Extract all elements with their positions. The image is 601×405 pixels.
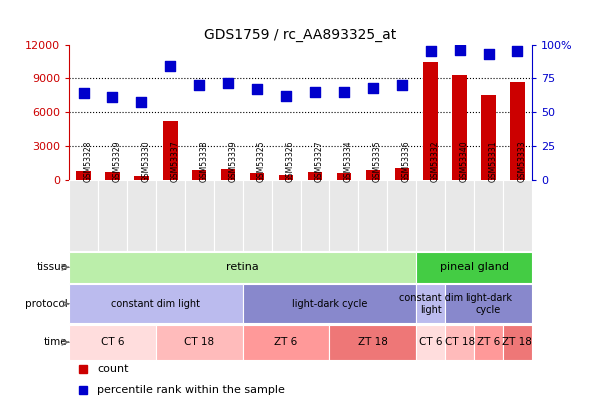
Text: GSM53329: GSM53329 [112,141,121,182]
Bar [416,252,532,283]
Text: tissue: tissue [37,262,68,272]
Bar [69,180,98,251]
Point [455,47,465,53]
Bar [474,180,503,251]
Point [136,98,146,105]
Point [426,48,436,55]
Bar [69,325,156,360]
Bar [445,325,474,360]
Point [195,82,204,89]
Text: GSM53331: GSM53331 [489,141,498,182]
Point [108,94,117,101]
Bar [76,171,91,180]
Bar [243,180,272,251]
Bar [416,325,445,360]
Text: GSM53328: GSM53328 [84,141,93,182]
Bar [243,284,416,323]
Text: GSM53332: GSM53332 [431,141,440,182]
Point [224,79,233,86]
Bar [105,172,120,180]
Text: GSM53325: GSM53325 [257,141,266,182]
Point [310,89,320,95]
Text: GSM53326: GSM53326 [286,141,295,182]
Bar [300,180,329,251]
Text: GSM53327: GSM53327 [315,141,324,182]
Bar [445,180,474,251]
Bar [250,173,264,180]
Text: ZT 6: ZT 6 [477,337,500,347]
Point [165,63,175,70]
Bar [453,75,467,180]
Bar [69,284,243,323]
Bar [510,82,525,180]
Bar [329,325,416,360]
Bar [308,172,322,180]
Point [368,85,377,91]
Bar [474,325,503,360]
Point [397,82,406,89]
Text: GSM53330: GSM53330 [141,141,150,182]
Bar [365,170,380,180]
Point [484,51,493,57]
Text: pineal gland: pineal gland [439,262,508,272]
Text: light-dark
cycle: light-dark cycle [465,293,512,315]
Text: constant dim
light: constant dim light [398,293,463,315]
Text: GSM53338: GSM53338 [200,141,209,182]
Text: CT 18: CT 18 [445,337,475,347]
Bar [358,180,387,251]
Text: CT 6: CT 6 [101,337,124,347]
Bar [416,180,445,251]
Bar [156,180,185,251]
Text: percentile rank within the sample: percentile rank within the sample [97,386,285,395]
Bar [243,325,329,360]
Bar [387,180,416,251]
Point [513,48,522,55]
Title: GDS1759 / rc_AA893325_at: GDS1759 / rc_AA893325_at [204,28,397,42]
Bar [272,180,300,251]
Text: GSM53337: GSM53337 [170,141,179,182]
Bar [156,325,243,360]
Text: protocol: protocol [25,299,68,309]
Bar [127,180,156,251]
Text: GSM53334: GSM53334 [344,141,353,182]
Bar [69,252,416,283]
Text: ZT 6: ZT 6 [275,337,297,347]
Bar [221,169,236,180]
Text: GSM53339: GSM53339 [228,141,237,182]
Text: GSM53333: GSM53333 [517,141,526,182]
Text: count: count [97,364,129,374]
Point [252,86,262,93]
Text: light-dark cycle: light-dark cycle [291,299,367,309]
Text: GSM53335: GSM53335 [373,141,382,182]
Bar [337,173,351,180]
Bar [279,175,293,180]
Bar [394,168,409,180]
Point [281,93,291,99]
Bar [192,170,207,180]
Bar [424,62,438,180]
Text: ZT 18: ZT 18 [358,337,388,347]
Text: ZT 18: ZT 18 [502,337,532,347]
Bar [214,180,243,251]
Bar [503,325,532,360]
Bar [185,180,214,251]
Bar [416,284,445,323]
Bar [481,96,496,180]
Bar [329,180,358,251]
Text: retina: retina [227,262,259,272]
Point [79,90,88,97]
Text: time: time [44,337,68,347]
Bar [163,122,177,180]
Point [339,89,349,95]
Text: CT 6: CT 6 [419,337,442,347]
Bar [134,176,148,180]
Text: GSM53340: GSM53340 [460,141,469,182]
Text: GSM53336: GSM53336 [401,141,410,182]
Bar [503,180,532,251]
Bar [445,284,532,323]
Bar [98,180,127,251]
Text: CT 18: CT 18 [185,337,215,347]
Text: constant dim light: constant dim light [111,299,200,309]
